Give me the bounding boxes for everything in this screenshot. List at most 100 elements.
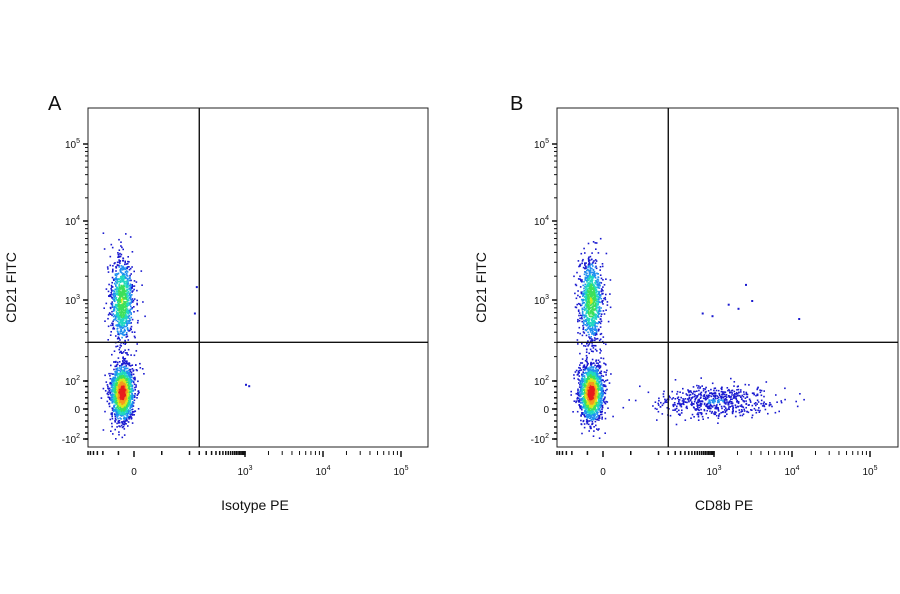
data-point (594, 420, 597, 423)
data-point (587, 416, 589, 419)
data-point (125, 367, 127, 369)
data-point (595, 306, 597, 308)
data-point (585, 289, 587, 291)
data-point (110, 396, 113, 399)
data-point (579, 352, 581, 355)
data-point (600, 383, 602, 386)
data-point (140, 270, 143, 272)
data-point (132, 369, 135, 372)
data-point (588, 328, 591, 330)
data-point (109, 393, 111, 395)
data-point (117, 288, 120, 290)
data-point (137, 390, 139, 393)
data-point (126, 262, 129, 265)
data-point (119, 290, 121, 293)
data-point (586, 321, 589, 324)
data-point (116, 293, 118, 296)
data-point (125, 392, 127, 394)
data-point (119, 413, 121, 415)
data-point (125, 384, 128, 386)
data-point (127, 348, 130, 351)
data-point (599, 352, 601, 354)
data-point (111, 310, 113, 313)
data-point (604, 417, 607, 420)
data-point (107, 271, 110, 273)
data-point (585, 390, 587, 392)
data-point (115, 273, 118, 275)
data-point (582, 321, 585, 323)
data-point (590, 328, 593, 330)
data-point (117, 288, 119, 291)
data-point (130, 312, 132, 314)
data-point (105, 381, 108, 383)
data-point (127, 354, 129, 356)
data-point (595, 424, 597, 427)
data-point (584, 320, 586, 322)
data-point (598, 401, 600, 404)
data-point (134, 386, 136, 389)
data-point (600, 401, 602, 404)
data-point (595, 300, 597, 303)
data-point (108, 389, 111, 392)
y-axis-title: CD21 FITC (3, 252, 19, 323)
data-point (595, 402, 598, 404)
data-point (125, 400, 128, 402)
data-point (585, 295, 588, 298)
data-point (573, 275, 575, 278)
data-point (588, 400, 591, 403)
y-tick-label: 104 (65, 215, 80, 228)
data-point (110, 393, 112, 396)
data-point (119, 396, 121, 399)
data-point (118, 316, 121, 318)
data-point (587, 290, 589, 292)
data-point (112, 380, 115, 382)
data-point (122, 284, 125, 287)
data-point (126, 274, 128, 277)
data-point (143, 373, 145, 375)
data-point (124, 260, 126, 263)
data-point (592, 265, 594, 267)
data-point (138, 391, 140, 394)
data-point (587, 305, 589, 308)
data-point (587, 265, 590, 268)
data-point (118, 390, 121, 393)
data-point (123, 292, 126, 295)
data-point (595, 316, 598, 319)
data-point (588, 287, 591, 290)
data-point (591, 389, 593, 392)
data-point (123, 378, 126, 381)
data-point (583, 388, 585, 390)
data-point (118, 395, 120, 398)
data-point (588, 383, 590, 385)
data-point (574, 306, 577, 308)
data-point (131, 307, 134, 309)
data-point (578, 382, 580, 384)
data-point (124, 413, 126, 415)
data-point (702, 395, 705, 397)
data-point (118, 238, 120, 241)
data-point (128, 322, 130, 324)
data-point (591, 403, 594, 405)
data-point (114, 390, 116, 393)
data-point (577, 388, 579, 391)
data-point (125, 408, 127, 411)
data-point (589, 302, 591, 304)
data-point (593, 300, 595, 302)
data-point (130, 313, 132, 316)
data-point (128, 396, 131, 398)
data-point (598, 376, 600, 379)
data-point (245, 383, 247, 386)
data-point (591, 271, 594, 274)
data-point (580, 291, 583, 293)
data-point (119, 380, 122, 383)
data-point (584, 324, 586, 326)
data-point (129, 370, 132, 373)
data-point (589, 255, 592, 258)
data-point (117, 375, 119, 378)
data-point (751, 404, 754, 407)
data-point (597, 286, 599, 289)
data-point (591, 292, 594, 294)
data-point (587, 389, 590, 392)
data-point (583, 426, 586, 429)
data-point (580, 381, 582, 383)
